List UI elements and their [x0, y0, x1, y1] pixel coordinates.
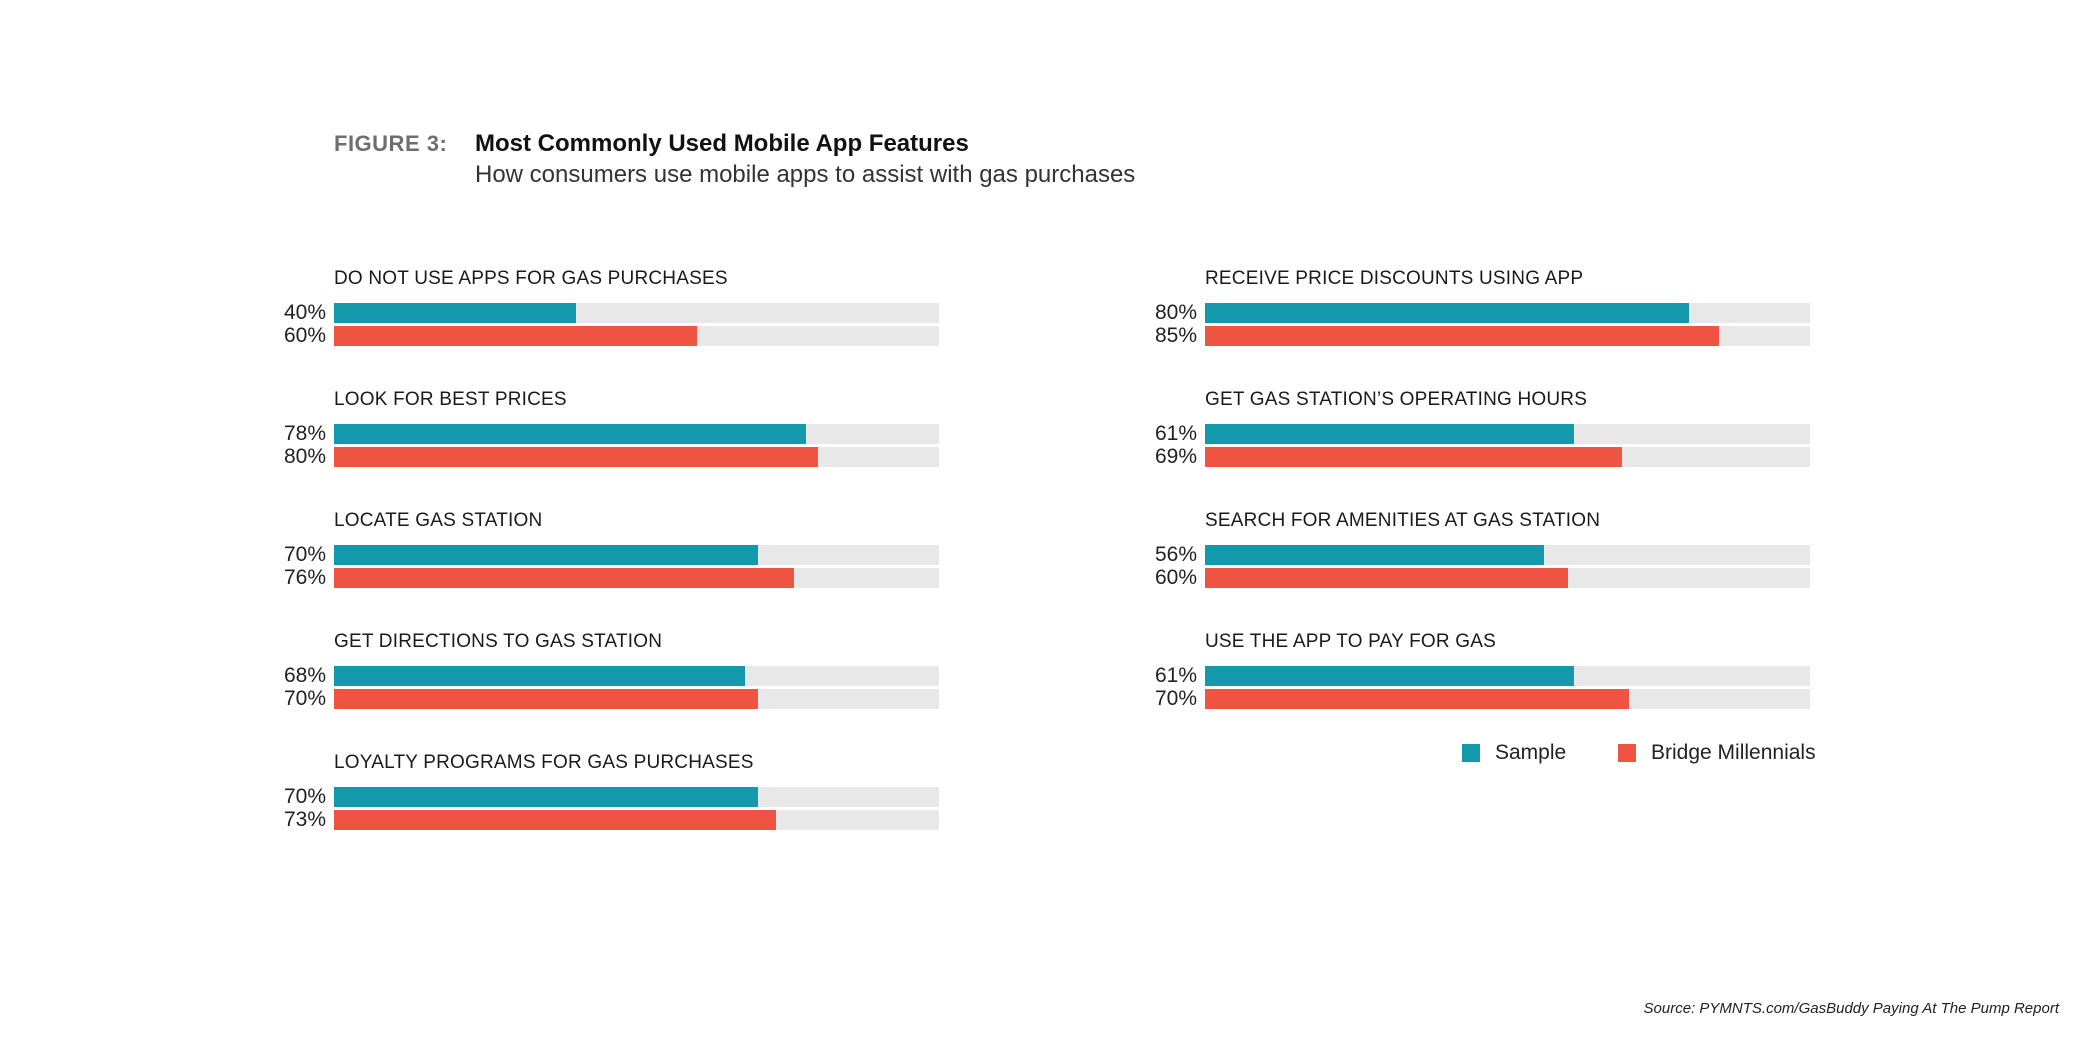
bar-track: [334, 447, 939, 467]
category-label: RECEIVE PRICE DISCOUNTS USING APP: [1205, 268, 1584, 289]
sample-value-label: 61%: [1154, 664, 1197, 687]
bridge-millennials-bar: [1205, 568, 1568, 588]
sample-bar: [334, 545, 758, 565]
chart-title: Most Commonly Used Mobile App Features: [475, 130, 969, 157]
sample-value-label: 70%: [283, 785, 326, 808]
source-note: Source: PYMNTS.com/GasBuddy Paying At Th…: [1643, 1000, 2059, 1017]
category-label: GET DIRECTIONS TO GAS STATION: [334, 631, 663, 652]
bridge-millennials-value-label: 80%: [283, 445, 326, 468]
bar-group: USE THE APP TO PAY FOR GAS 61% 70%: [1155, 631, 1865, 731]
legend-swatch-sample: [1462, 744, 1480, 762]
bridge-millennials-value-label: 73%: [283, 808, 326, 831]
sample-value-label: 61%: [1154, 422, 1197, 445]
bar-track: [1205, 568, 1810, 588]
bar-track: [334, 666, 939, 686]
category-label: GET GAS STATION’S OPERATING HOURS: [1205, 389, 1588, 410]
category-label: LOOK FOR BEST PRICES: [334, 389, 567, 410]
bar-group: LOOK FOR BEST PRICES 78% 80%: [284, 389, 994, 489]
bridge-millennials-value-label: 60%: [283, 324, 326, 347]
sample-bar: [334, 303, 576, 323]
bar-group: LOYALTY PROGRAMS FOR GAS PURCHASES 70% 73%: [284, 752, 994, 852]
category-label: DO NOT USE APPS FOR GAS PURCHASES: [334, 268, 728, 289]
bridge-millennials-value-label: 69%: [1154, 445, 1197, 468]
bridge-millennials-value-label: 70%: [283, 687, 326, 710]
bridge-millennials-bar: [1205, 689, 1629, 709]
sample-bar: [334, 787, 758, 807]
bridge-millennials-bar: [334, 568, 794, 588]
sample-value-label: 40%: [283, 301, 326, 324]
bar-track: [334, 545, 939, 565]
bar-group: SEARCH FOR AMENITIES AT GAS STATION 56% 60…: [1155, 510, 1865, 610]
legend-label-bridge-millennials: Bridge Millennials: [1651, 741, 1816, 764]
sample-value-label: 56%: [1154, 543, 1197, 566]
bar-track: [1205, 545, 1810, 565]
bar-track: [334, 689, 939, 709]
bar-track: [1205, 326, 1810, 346]
sample-bar: [1205, 666, 1575, 686]
bar-group: RECEIVE PRICE DISCOUNTS USING APP 80% 85%: [1155, 268, 1865, 368]
category-label: SEARCH FOR AMENITIES AT GAS STATION: [1205, 510, 1601, 531]
category-label: LOCATE GAS STATION: [334, 510, 543, 531]
bridge-millennials-bar: [334, 810, 776, 830]
bar-track: [334, 810, 939, 830]
bridge-millennials-value-label: 70%: [1154, 687, 1197, 710]
sample-value-label: 78%: [283, 422, 326, 445]
bridge-millennials-value-label: 60%: [1154, 566, 1197, 589]
sample-value-label: 80%: [1154, 301, 1197, 324]
bridge-millennials-bar: [334, 447, 818, 467]
figure-label: FIGURE 3:: [334, 131, 448, 156]
bridge-millennials-value-label: 85%: [1154, 324, 1197, 347]
bar-group: DO NOT USE APPS FOR GAS PURCHASES 40% 60%: [284, 268, 994, 368]
bridge-millennials-value-label: 76%: [283, 566, 326, 589]
bridge-millennials-bar: [334, 326, 697, 346]
sample-bar: [1205, 424, 1575, 444]
bar-track: [334, 787, 939, 807]
bar-track: [1205, 303, 1810, 323]
sample-bar: [1205, 545, 1544, 565]
bridge-millennials-bar: [334, 689, 758, 709]
bridge-millennials-bar: [1205, 326, 1720, 346]
category-label: USE THE APP TO PAY FOR GAS: [1205, 631, 1497, 652]
legend-label-sample: Sample: [1495, 741, 1567, 764]
bar-track: [334, 424, 939, 444]
category-label: LOYALTY PROGRAMS FOR GAS PURCHASES: [334, 752, 754, 773]
bar-group: GET DIRECTIONS TO GAS STATION 68% 70%: [284, 631, 994, 731]
chart-subtitle: How consumers use mobile apps to assist …: [475, 161, 1136, 188]
bar-track: [334, 326, 939, 346]
bar-track: [1205, 447, 1810, 467]
sample-bar: [1205, 303, 1689, 323]
sample-bar: [334, 424, 806, 444]
bar-group: GET GAS STATION’S OPERATING HOURS 61% 69%: [1155, 389, 1865, 489]
bar-track: [1205, 666, 1810, 686]
bar-track: [1205, 689, 1810, 709]
bar-group: LOCATE GAS STATION 70% 76%: [284, 510, 994, 610]
bar-track: [334, 303, 939, 323]
bar-track: [334, 568, 939, 588]
sample-value-label: 68%: [283, 664, 326, 687]
legend-swatch-bridge-millennials: [1618, 744, 1636, 762]
sample-value-label: 70%: [283, 543, 326, 566]
bridge-millennials-bar: [1205, 447, 1623, 467]
sample-bar: [334, 666, 746, 686]
bar-track: [1205, 424, 1810, 444]
